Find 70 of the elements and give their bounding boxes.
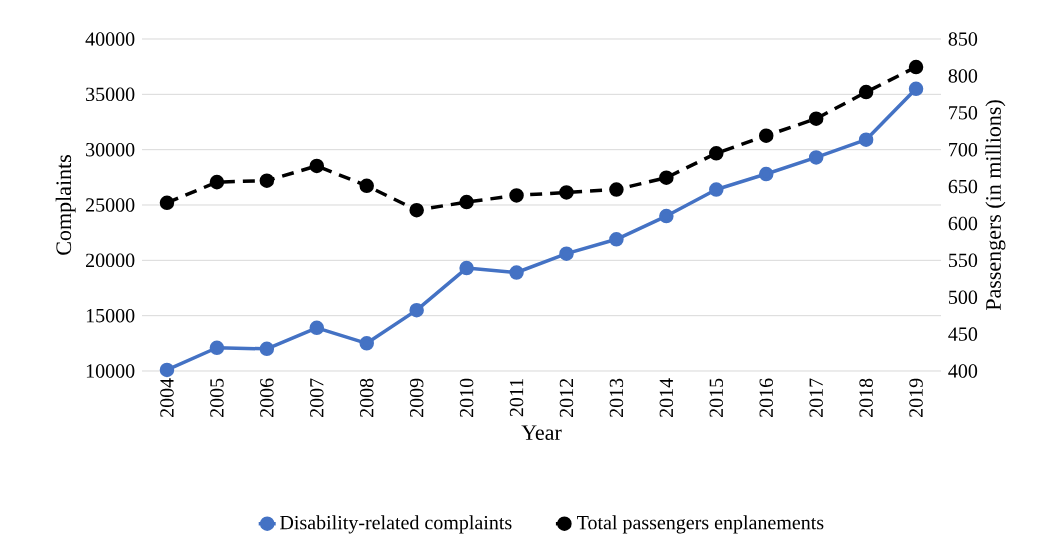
y-tick-label: 40000	[85, 32, 135, 46]
point	[758, 128, 774, 143]
x-tick-label: 2012	[559, 378, 574, 417]
x-tick-label: 2013	[609, 378, 624, 417]
point	[359, 336, 374, 351]
point	[159, 195, 175, 211]
point	[709, 146, 724, 161]
point	[858, 84, 874, 100]
x-tick-label: 2016	[759, 378, 773, 417]
x-tick-label: 2018	[859, 378, 873, 417]
y-tick-label: 10000	[86, 364, 135, 378]
point	[758, 166, 774, 182]
point	[409, 302, 424, 318]
legend-label: Disability-related complaints	[280, 515, 512, 534]
y2-tick-label: 750	[949, 106, 978, 120]
point	[309, 320, 325, 336]
point	[359, 178, 374, 194]
point	[209, 174, 225, 190]
point	[908, 59, 924, 75]
y2-tick-label: 500	[949, 290, 978, 304]
x-tick-label: 2017	[809, 378, 823, 417]
x-axis-title: Year	[521, 425, 562, 441]
x-tick-label: 2010	[459, 378, 474, 417]
y-tick-label: 25000	[86, 198, 135, 212]
y2-tick-label: 800	[948, 69, 978, 83]
point	[659, 170, 674, 185]
x-tick-label: 2007	[310, 378, 324, 417]
y-axis-title: Complaints	[55, 155, 76, 255]
point	[908, 81, 924, 97]
y2-tick-label: 850	[948, 32, 978, 46]
x-tick-label: 2014	[659, 378, 674, 417]
y-tick-label: 15000	[86, 308, 135, 323]
point	[209, 340, 225, 356]
point	[509, 265, 524, 280]
point	[159, 362, 175, 378]
x-tick-label: 2015	[709, 378, 724, 417]
y2-axis-title: Passengers (in millions)	[985, 100, 1006, 311]
point	[559, 185, 574, 200]
point	[808, 150, 824, 165]
point	[659, 208, 674, 224]
legend-label: Total passengers enplanements	[577, 515, 824, 534]
point	[459, 260, 474, 276]
point	[808, 111, 824, 126]
x-tick-label: 2004	[160, 378, 174, 417]
y2-tick-label: 650	[948, 179, 978, 194]
point	[259, 173, 275, 188]
point	[259, 341, 275, 357]
x-tick-label: 2005	[210, 378, 224, 417]
point	[459, 194, 474, 210]
x-tick-label: 2011	[509, 379, 524, 417]
point	[609, 182, 624, 197]
x-tick-label: 2008	[359, 378, 374, 417]
y-tick-label: 30000	[86, 142, 135, 157]
y2-tick-label: 700	[949, 142, 978, 157]
y2-tick-label: 550	[949, 253, 978, 268]
point	[858, 132, 874, 147]
x-tick-label: 2006	[260, 378, 274, 417]
point	[609, 232, 624, 247]
point	[409, 202, 424, 218]
point	[309, 158, 325, 174]
y-tick-label: 20000	[86, 253, 135, 268]
y2-tick-label: 450	[948, 327, 978, 341]
point	[709, 182, 724, 197]
y2-tick-label: 600	[948, 216, 978, 231]
y-tick-label: 35000	[86, 87, 135, 102]
y2-tick-label: 400	[948, 364, 978, 378]
point	[509, 188, 524, 203]
point	[559, 246, 574, 261]
x-tick-label: 2009	[409, 378, 424, 417]
x-tick-label: 2019	[909, 378, 923, 417]
